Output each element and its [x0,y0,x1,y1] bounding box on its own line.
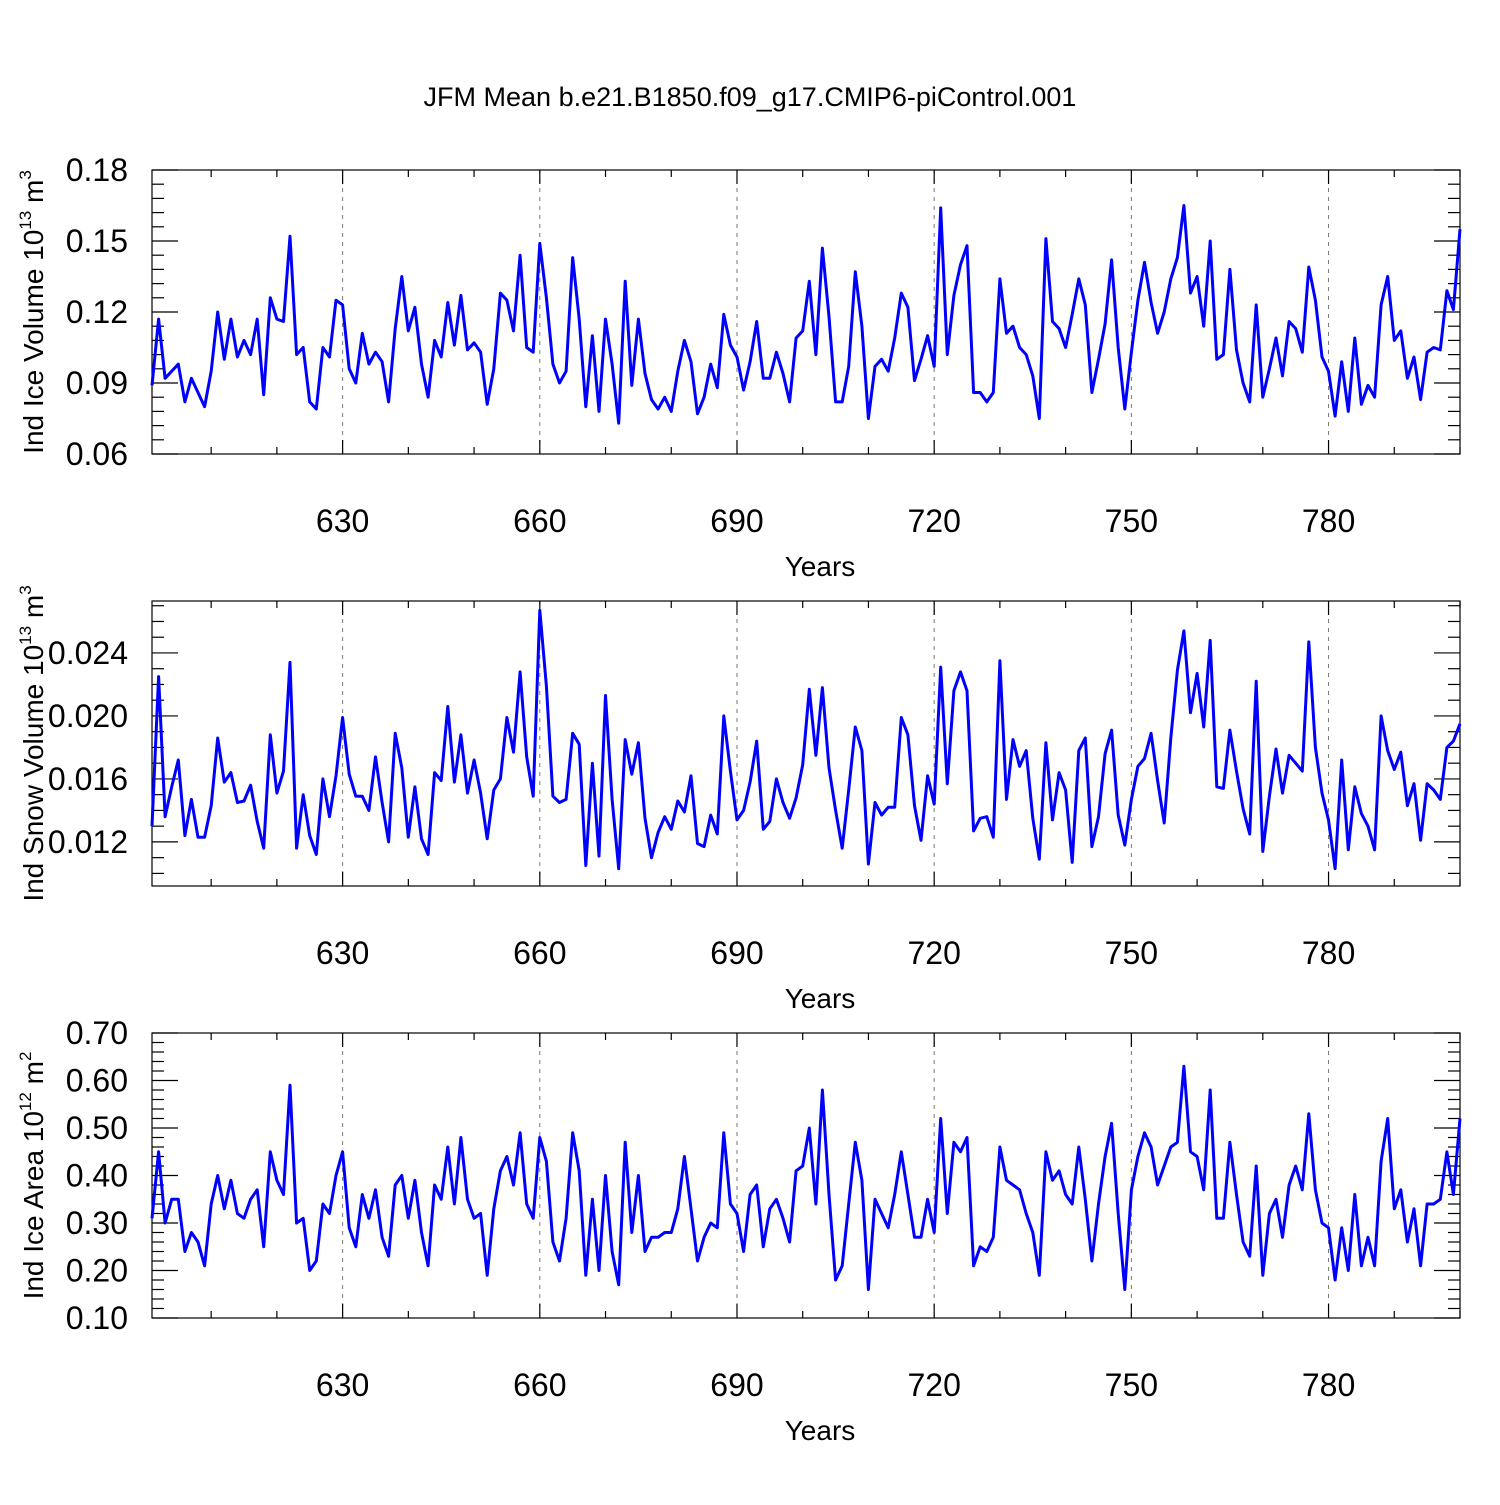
x-tick-label: 690 [710,503,763,539]
x-axis-label: Years [785,551,856,582]
x-tick-label: 720 [907,503,960,539]
y-tick-label: 0.020 [48,698,128,734]
y-tick-label: 0.12 [66,294,128,330]
x-tick-label: 660 [513,1367,566,1403]
y-tick-label: 0.20 [66,1253,128,1289]
x-tick-label: 690 [710,935,763,971]
x-tick-label: 780 [1302,935,1355,971]
x-tick-label: 660 [513,503,566,539]
chart-title: JFM Mean b.e21.B1850.f09_g17.CMIP6-piCon… [424,82,1077,112]
x-tick-label: 660 [513,935,566,971]
x-tick-label: 630 [316,935,369,971]
x-axis-label: Years [785,1415,856,1446]
series-line [150,204,1462,425]
y-tick-label: 0.18 [66,152,128,188]
series-line [150,608,1462,871]
x-tick-label: 780 [1302,503,1355,539]
y-axis-label: Ind Ice Volume 1013 m3 [16,170,49,454]
x-tick-label: 720 [907,1367,960,1403]
y-tick-label: 0.012 [48,824,128,860]
x-tick-label: 780 [1302,1367,1355,1403]
y-axis-label: Ind Snow Volume 1013 m3 [16,585,49,901]
y-tick-label: 0.50 [66,1110,128,1146]
y-tick-label: 0.40 [66,1158,128,1194]
y-tick-label: 0.15 [66,223,128,259]
y-tick-label: 0.60 [66,1063,128,1099]
x-tick-label: 750 [1105,503,1158,539]
plot-frame [151,600,1461,887]
x-tick-label: 690 [710,1367,763,1403]
series-line [150,1064,1462,1291]
y-tick-label: 0.70 [66,1015,128,1051]
y-axis-label: Ind Ice Area 1012 m2 [16,1052,49,1300]
x-tick-label: 720 [907,935,960,971]
x-tick-label: 750 [1105,1367,1158,1403]
y-tick-label: 0.09 [66,365,128,401]
x-axis-label: Years [785,983,856,1014]
y-tick-label: 0.06 [66,436,128,472]
panel-2: 630 660 690 720 750 780 0.012 0.016 0.020 0.024 Ye… [16,585,1462,1014]
y-tick-label: 0.024 [48,635,128,671]
y-tick-label: 0.10 [66,1300,128,1336]
x-tick-label: 630 [316,503,369,539]
panel-3: 630 660 690 720 750 780 0.10 0.20 0.30 0.40 0.50 0.… [16,1015,1462,1446]
x-tick-label: 630 [316,1367,369,1403]
y-tick-label: 0.30 [66,1205,128,1241]
panel-1: 630 660 690 720 750 780 0.06 0.09 0.12 0.15 0.18 Ye… [16,152,1462,582]
y-tick-label: 0.016 [48,761,128,797]
x-tick-label: 750 [1105,935,1158,971]
